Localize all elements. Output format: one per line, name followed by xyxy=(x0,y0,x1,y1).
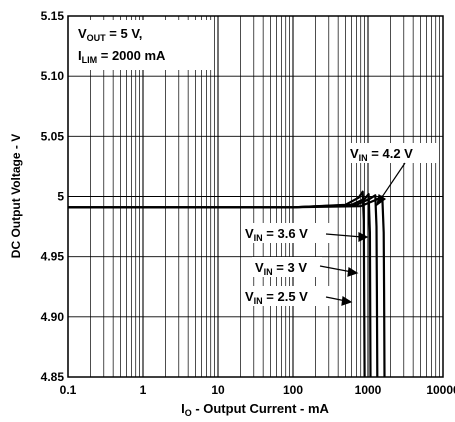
y-tick-label: 5.15 xyxy=(41,9,65,23)
x-axis-label: IO - Output Current - mA xyxy=(181,401,329,418)
y-tick-label: 4.85 xyxy=(41,370,65,384)
condition-ilim: ILIM = 2000 mA xyxy=(78,48,166,65)
arrowhead-3-6v xyxy=(358,232,369,242)
y-tick-label: 4.90 xyxy=(41,310,65,324)
conditions-box xyxy=(72,20,212,70)
label-vin-4-2v: VIN = 4.2 V xyxy=(350,146,413,163)
leader-arrows xyxy=(319,162,406,306)
label-vin-3v: VIN = 3 V xyxy=(255,260,307,277)
grid-lines xyxy=(67,15,443,378)
x-tick-label: 1 xyxy=(140,383,147,397)
y-tick-label: 5.10 xyxy=(41,69,65,83)
x-tick-label: 1000 xyxy=(355,383,382,397)
x-tick-label: 0.1 xyxy=(60,383,77,397)
arrowhead-2-5v xyxy=(341,295,353,306)
label-vin-3-6v: VIN = 3.6 V xyxy=(245,226,308,243)
label-box-4-2v xyxy=(347,143,439,163)
label-box-3-6v xyxy=(242,223,330,243)
y-tick-label: 5 xyxy=(57,190,64,204)
arrowhead-4-2v xyxy=(376,194,387,207)
y-tick-label: 5.05 xyxy=(41,129,65,143)
arrow-3v xyxy=(319,265,353,273)
series-line-2 xyxy=(68,194,379,378)
arrow-3-6v xyxy=(325,233,363,238)
series-line-3 xyxy=(68,195,386,378)
x-tick-label: 100 xyxy=(283,383,303,397)
label-box-2-5v xyxy=(242,286,330,306)
label-vin-2-5v: VIN = 2.5 V xyxy=(245,289,308,306)
arrowhead-3v xyxy=(347,266,359,277)
y-tick-label: 4.95 xyxy=(41,250,65,264)
series-line-0 xyxy=(68,190,366,378)
condition-vout: VOUT = 5 V, xyxy=(78,26,142,43)
x-tick-label: 10000 xyxy=(426,383,455,397)
y-axis-label: DC Output Voltage - V xyxy=(9,134,23,258)
label-box-3v xyxy=(252,257,322,277)
x-tick-label: 10 xyxy=(211,383,225,397)
arrow-4-2v xyxy=(379,162,406,201)
plot-frame xyxy=(67,15,444,378)
series-lines xyxy=(68,190,386,378)
axis-tick-labels: 0.1 1 10 100 1000 10000 4.85 4.90 4.95 5 5.05 5.10 5… xyxy=(41,9,455,397)
